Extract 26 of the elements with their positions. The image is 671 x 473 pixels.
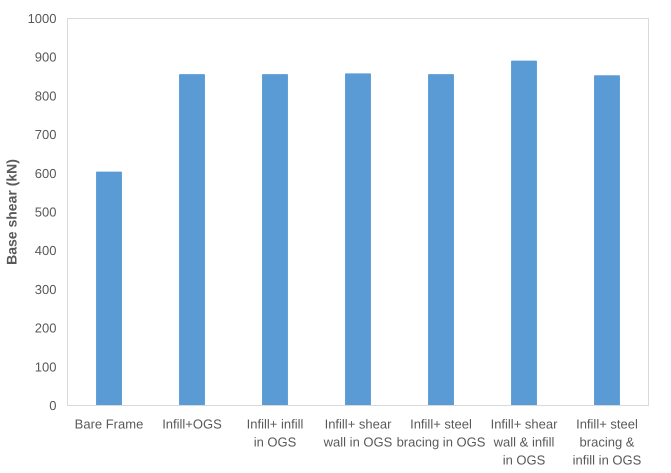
- y-tick-label: 700: [34, 127, 57, 142]
- bar: [262, 74, 288, 406]
- x-tick-label: Infill+ shear wall & infill in OGS: [490, 416, 558, 468]
- y-tick-label: 800: [34, 88, 57, 104]
- y-tick-label: 0: [49, 398, 57, 413]
- y-axis-title: Base shear (kN): [4, 159, 20, 265]
- y-tick-label: 1000: [28, 11, 56, 26]
- y-tick-label: 200: [34, 320, 57, 336]
- x-tick-label: Infill+ steel bracing & infill in OGS: [572, 416, 642, 468]
- y-tick-label: 400: [34, 243, 57, 258]
- bar: [428, 74, 454, 406]
- bar: [594, 75, 620, 406]
- bar: [96, 172, 122, 406]
- bar: [345, 73, 371, 406]
- bar: [179, 74, 205, 406]
- y-tick-label: 900: [34, 50, 57, 65]
- x-tick-label: Infill+ shear wall in OGS: [322, 416, 393, 450]
- x-tick-label: Infill+ infill in OGS: [246, 416, 304, 450]
- y-tick-label: 500: [34, 204, 57, 220]
- y-tick-label: 600: [34, 166, 57, 181]
- x-tick-label: Bare Frame: [74, 416, 144, 432]
- x-tick-label: Infill+OGS: [162, 416, 222, 432]
- y-tick-label: 300: [34, 282, 57, 297]
- x-tick-label: Infill+ steel bracing in OGS: [396, 416, 486, 450]
- bar: [511, 60, 537, 406]
- y-tick-label: 100: [34, 359, 57, 374]
